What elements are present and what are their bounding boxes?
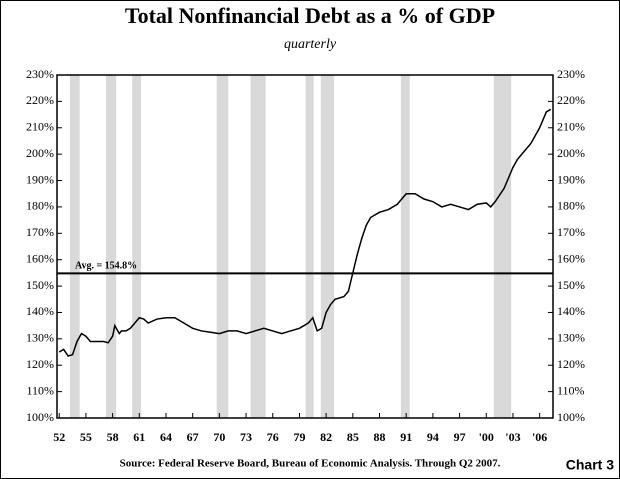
y2-tick-label: 100% <box>557 410 585 424</box>
y2-tick-label: 220% <box>557 93 585 107</box>
x-tick-label: 67 <box>187 430 199 444</box>
y-tick-label: 170% <box>26 225 54 239</box>
y-tick-label: 120% <box>26 357 54 371</box>
x-tick-label: 94 <box>427 430 439 444</box>
chart-subtitle: quarterly <box>284 37 337 52</box>
recession-band <box>250 75 266 418</box>
x-tick-label: 73 <box>240 430 252 444</box>
recession-band <box>320 75 335 418</box>
x-tick-label: 88 <box>374 430 386 444</box>
x-tick-label: 91 <box>400 430 412 444</box>
y-tick-label: 200% <box>26 146 54 160</box>
y-tick-label: 100% <box>26 410 54 424</box>
y-tick-label: 110% <box>26 383 54 397</box>
x-tick-label: '06 <box>532 430 547 444</box>
y-tick-label: 220% <box>26 93 54 107</box>
x-tick-label: 82 <box>320 430 332 444</box>
y2-tick-label: 160% <box>557 251 585 265</box>
y2-tick-label: 200% <box>557 146 585 160</box>
x-tick-label: 97 <box>454 430 466 444</box>
average-label: Avg. = 154.8% <box>75 261 137 272</box>
y2-tick-label: 230% <box>557 67 585 81</box>
x-tick-label: '00 <box>479 430 494 444</box>
y-tick-label: 140% <box>26 304 54 318</box>
plot-frame <box>56 74 554 419</box>
x-tick-label: '03 <box>505 430 520 444</box>
recession-band <box>216 75 229 418</box>
chart-label: Chart 3 <box>566 457 614 473</box>
x-tick-label: 61 <box>133 430 145 444</box>
x-tick-label: 85 <box>347 430 359 444</box>
y-tick-label: 190% <box>26 172 54 186</box>
y2-tick-label: 130% <box>557 331 585 345</box>
x-tick-label: 55 <box>80 430 92 444</box>
x-tick-label: 76 <box>267 430 279 444</box>
y2-tick-label: 110% <box>557 383 585 397</box>
recession-band <box>305 75 314 418</box>
x-tick-label: 79 <box>293 430 305 444</box>
y-tick-label: 210% <box>26 120 54 134</box>
y-tick-label: 230% <box>26 67 54 81</box>
y-tick-label: 130% <box>26 331 54 345</box>
recession-band <box>132 75 142 418</box>
x-tick-label: 58 <box>107 430 119 444</box>
y2-tick-label: 210% <box>557 120 585 134</box>
source-note: Source: Federal Reserve Board, Bureau of… <box>120 458 501 470</box>
series-line <box>58 108 552 357</box>
recession-band <box>493 75 512 418</box>
recession-band <box>69 75 80 418</box>
recession-band <box>105 75 117 418</box>
y2-tick-label: 150% <box>557 278 585 292</box>
x-tick-label: 52 <box>53 430 65 444</box>
recession-band <box>400 75 410 418</box>
y2-tick-label: 180% <box>557 199 585 213</box>
y-tick-label: 160% <box>26 251 54 265</box>
y2-tick-label: 140% <box>557 304 585 318</box>
y-tick-label: 150% <box>26 278 54 292</box>
x-tick-label: 64 <box>160 430 172 444</box>
y-tick-label: 180% <box>26 199 54 213</box>
y2-tick-label: 190% <box>557 172 585 186</box>
y2-tick-label: 120% <box>557 357 585 371</box>
x-tick-label: 70 <box>213 430 225 444</box>
y2-tick-label: 170% <box>557 225 585 239</box>
chart-title: Total Nonfinancial Debt as a % of GDP <box>125 3 495 28</box>
